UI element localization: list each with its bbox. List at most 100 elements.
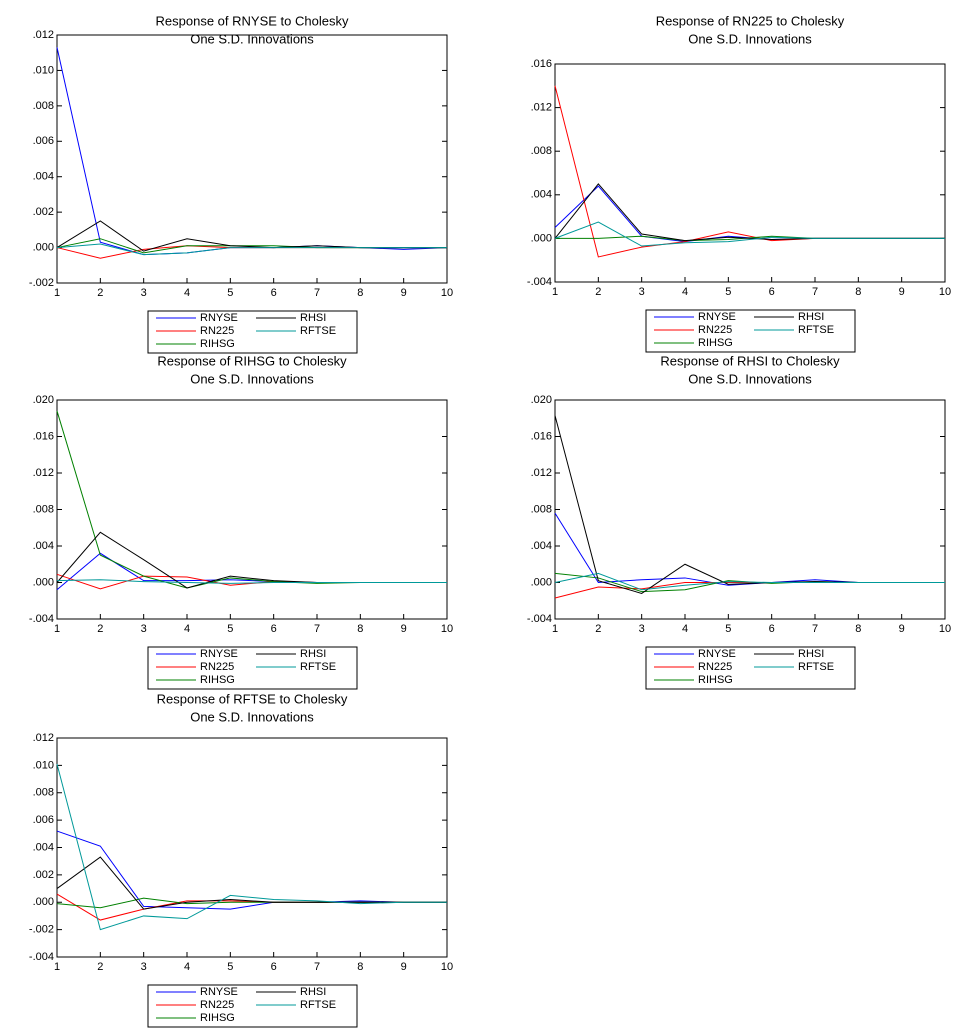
x-tick-label: 6 <box>769 623 775 635</box>
plot-frame <box>56 737 448 958</box>
x-tick-label: 10 <box>441 287 453 299</box>
y-tick-label: .000 <box>33 241 54 253</box>
x-tick-label: 2 <box>97 287 103 299</box>
legend-label: RNYSE <box>698 648 736 660</box>
series-line <box>56 579 447 584</box>
y-tick-label: .008 <box>531 503 552 515</box>
series-line <box>56 573 447 590</box>
x-tick-label: 2 <box>595 286 601 298</box>
series-line <box>56 410 447 589</box>
x-tick-label: 2 <box>97 961 103 973</box>
x-tick-label: 7 <box>812 623 818 635</box>
series-line <box>554 221 945 247</box>
y-tick-label: .012 <box>531 467 552 479</box>
plot-frame <box>554 399 946 620</box>
y-tick-label: .000 <box>531 576 552 588</box>
x-tick-label: 6 <box>271 623 277 635</box>
y-tick-label: .008 <box>33 100 54 112</box>
x-tick-label: 10 <box>441 623 453 635</box>
y-tick-label: .010 <box>33 759 54 771</box>
x-tick-label: 7 <box>314 961 320 973</box>
legend-label: RNYSE <box>200 312 238 324</box>
y-tick-label: .012 <box>33 467 54 479</box>
chart-title: Response of RFTSE to Cholesky <box>157 691 348 706</box>
chart-title: Response of RNYSE to Cholesky <box>156 13 349 28</box>
y-tick-label: .002 <box>33 206 54 218</box>
legend-label: RN225 <box>698 661 732 673</box>
legend-label: RNYSE <box>200 648 238 660</box>
y-tick-label: .016 <box>531 58 552 70</box>
y-tick-label: .000 <box>531 232 552 244</box>
y-tick-label: -.004 <box>29 951 54 963</box>
x-tick-label: 1 <box>552 623 558 635</box>
y-tick-label: .012 <box>531 102 552 114</box>
y-tick-label: .010 <box>33 64 54 76</box>
x-tick-label: 2 <box>595 623 601 635</box>
y-tick-label: .004 <box>33 171 54 183</box>
x-tick-label: 3 <box>141 287 147 299</box>
x-tick-label: 4 <box>184 623 190 635</box>
x-tick-label: 10 <box>939 623 951 635</box>
x-tick-label: 6 <box>769 286 775 298</box>
legend-label: RIHSG <box>698 674 733 686</box>
chart-title: Response of RIHSG to Cholesky <box>157 353 347 368</box>
x-tick-label: 9 <box>899 286 905 298</box>
chart-title: Response of RHSI to Cholesky <box>660 353 840 368</box>
x-tick-label: 9 <box>401 961 407 973</box>
series-line <box>56 47 448 256</box>
x-tick-label: 3 <box>639 286 645 298</box>
legend-label: RN225 <box>200 325 234 337</box>
y-tick-label: .000 <box>33 896 54 908</box>
x-tick-label: 10 <box>441 961 453 973</box>
x-tick-label: 1 <box>54 623 60 635</box>
y-tick-label: -.002 <box>29 924 54 936</box>
legend-label: RIHSG <box>200 674 235 686</box>
plot-frame <box>554 63 946 283</box>
x-tick-label: 9 <box>401 623 407 635</box>
y-tick-label: .008 <box>531 145 552 157</box>
legend-label: RFTSE <box>798 661 834 673</box>
x-tick-label: 5 <box>725 286 731 298</box>
x-tick-label: 5 <box>227 961 233 973</box>
legend-label: RIHSG <box>698 337 733 349</box>
y-tick-label: .008 <box>33 787 54 799</box>
y-tick-label: .020 <box>33 394 54 406</box>
chart-subtitle: One S.D. Innovations <box>190 371 314 386</box>
x-tick-label: 10 <box>939 286 951 298</box>
plot-frame <box>56 399 448 620</box>
legend-label: RFTSE <box>798 324 834 336</box>
x-tick-label: 3 <box>141 623 147 635</box>
x-tick-label: 7 <box>812 286 818 298</box>
x-tick-label: 4 <box>184 287 190 299</box>
x-tick-label: 8 <box>357 287 363 299</box>
x-tick-label: 4 <box>682 623 688 635</box>
y-tick-label: -.004 <box>527 613 552 625</box>
plot-frame <box>56 34 448 284</box>
legend-label: RFTSE <box>300 325 336 337</box>
series-line <box>554 572 945 591</box>
legend-label: RHSI <box>798 311 824 323</box>
x-tick-label: 6 <box>271 961 277 973</box>
x-tick-label: 8 <box>855 623 861 635</box>
x-tick-label: 8 <box>357 623 363 635</box>
x-tick-label: 5 <box>725 623 731 635</box>
legend-label: RNYSE <box>698 311 736 323</box>
y-tick-label: .012 <box>33 732 54 744</box>
y-tick-label: .002 <box>33 869 54 881</box>
x-tick-label: 2 <box>97 623 103 635</box>
y-tick-label: -.002 <box>29 277 54 289</box>
y-tick-label: -.004 <box>29 613 54 625</box>
legend-label: RN225 <box>200 999 234 1011</box>
legend-label: RHSI <box>300 312 326 324</box>
x-tick-label: 4 <box>184 961 190 973</box>
series-line <box>56 763 447 931</box>
y-tick-label: .020 <box>531 394 552 406</box>
legend-label: RFTSE <box>300 661 336 673</box>
y-tick-label: .016 <box>33 430 54 442</box>
series-line <box>554 183 945 242</box>
x-tick-label: 5 <box>227 623 233 635</box>
series-line <box>554 512 945 586</box>
x-tick-label: 8 <box>357 961 363 973</box>
chart-subtitle: One S.D. Innovations <box>190 709 314 724</box>
y-tick-label: .006 <box>33 814 54 826</box>
